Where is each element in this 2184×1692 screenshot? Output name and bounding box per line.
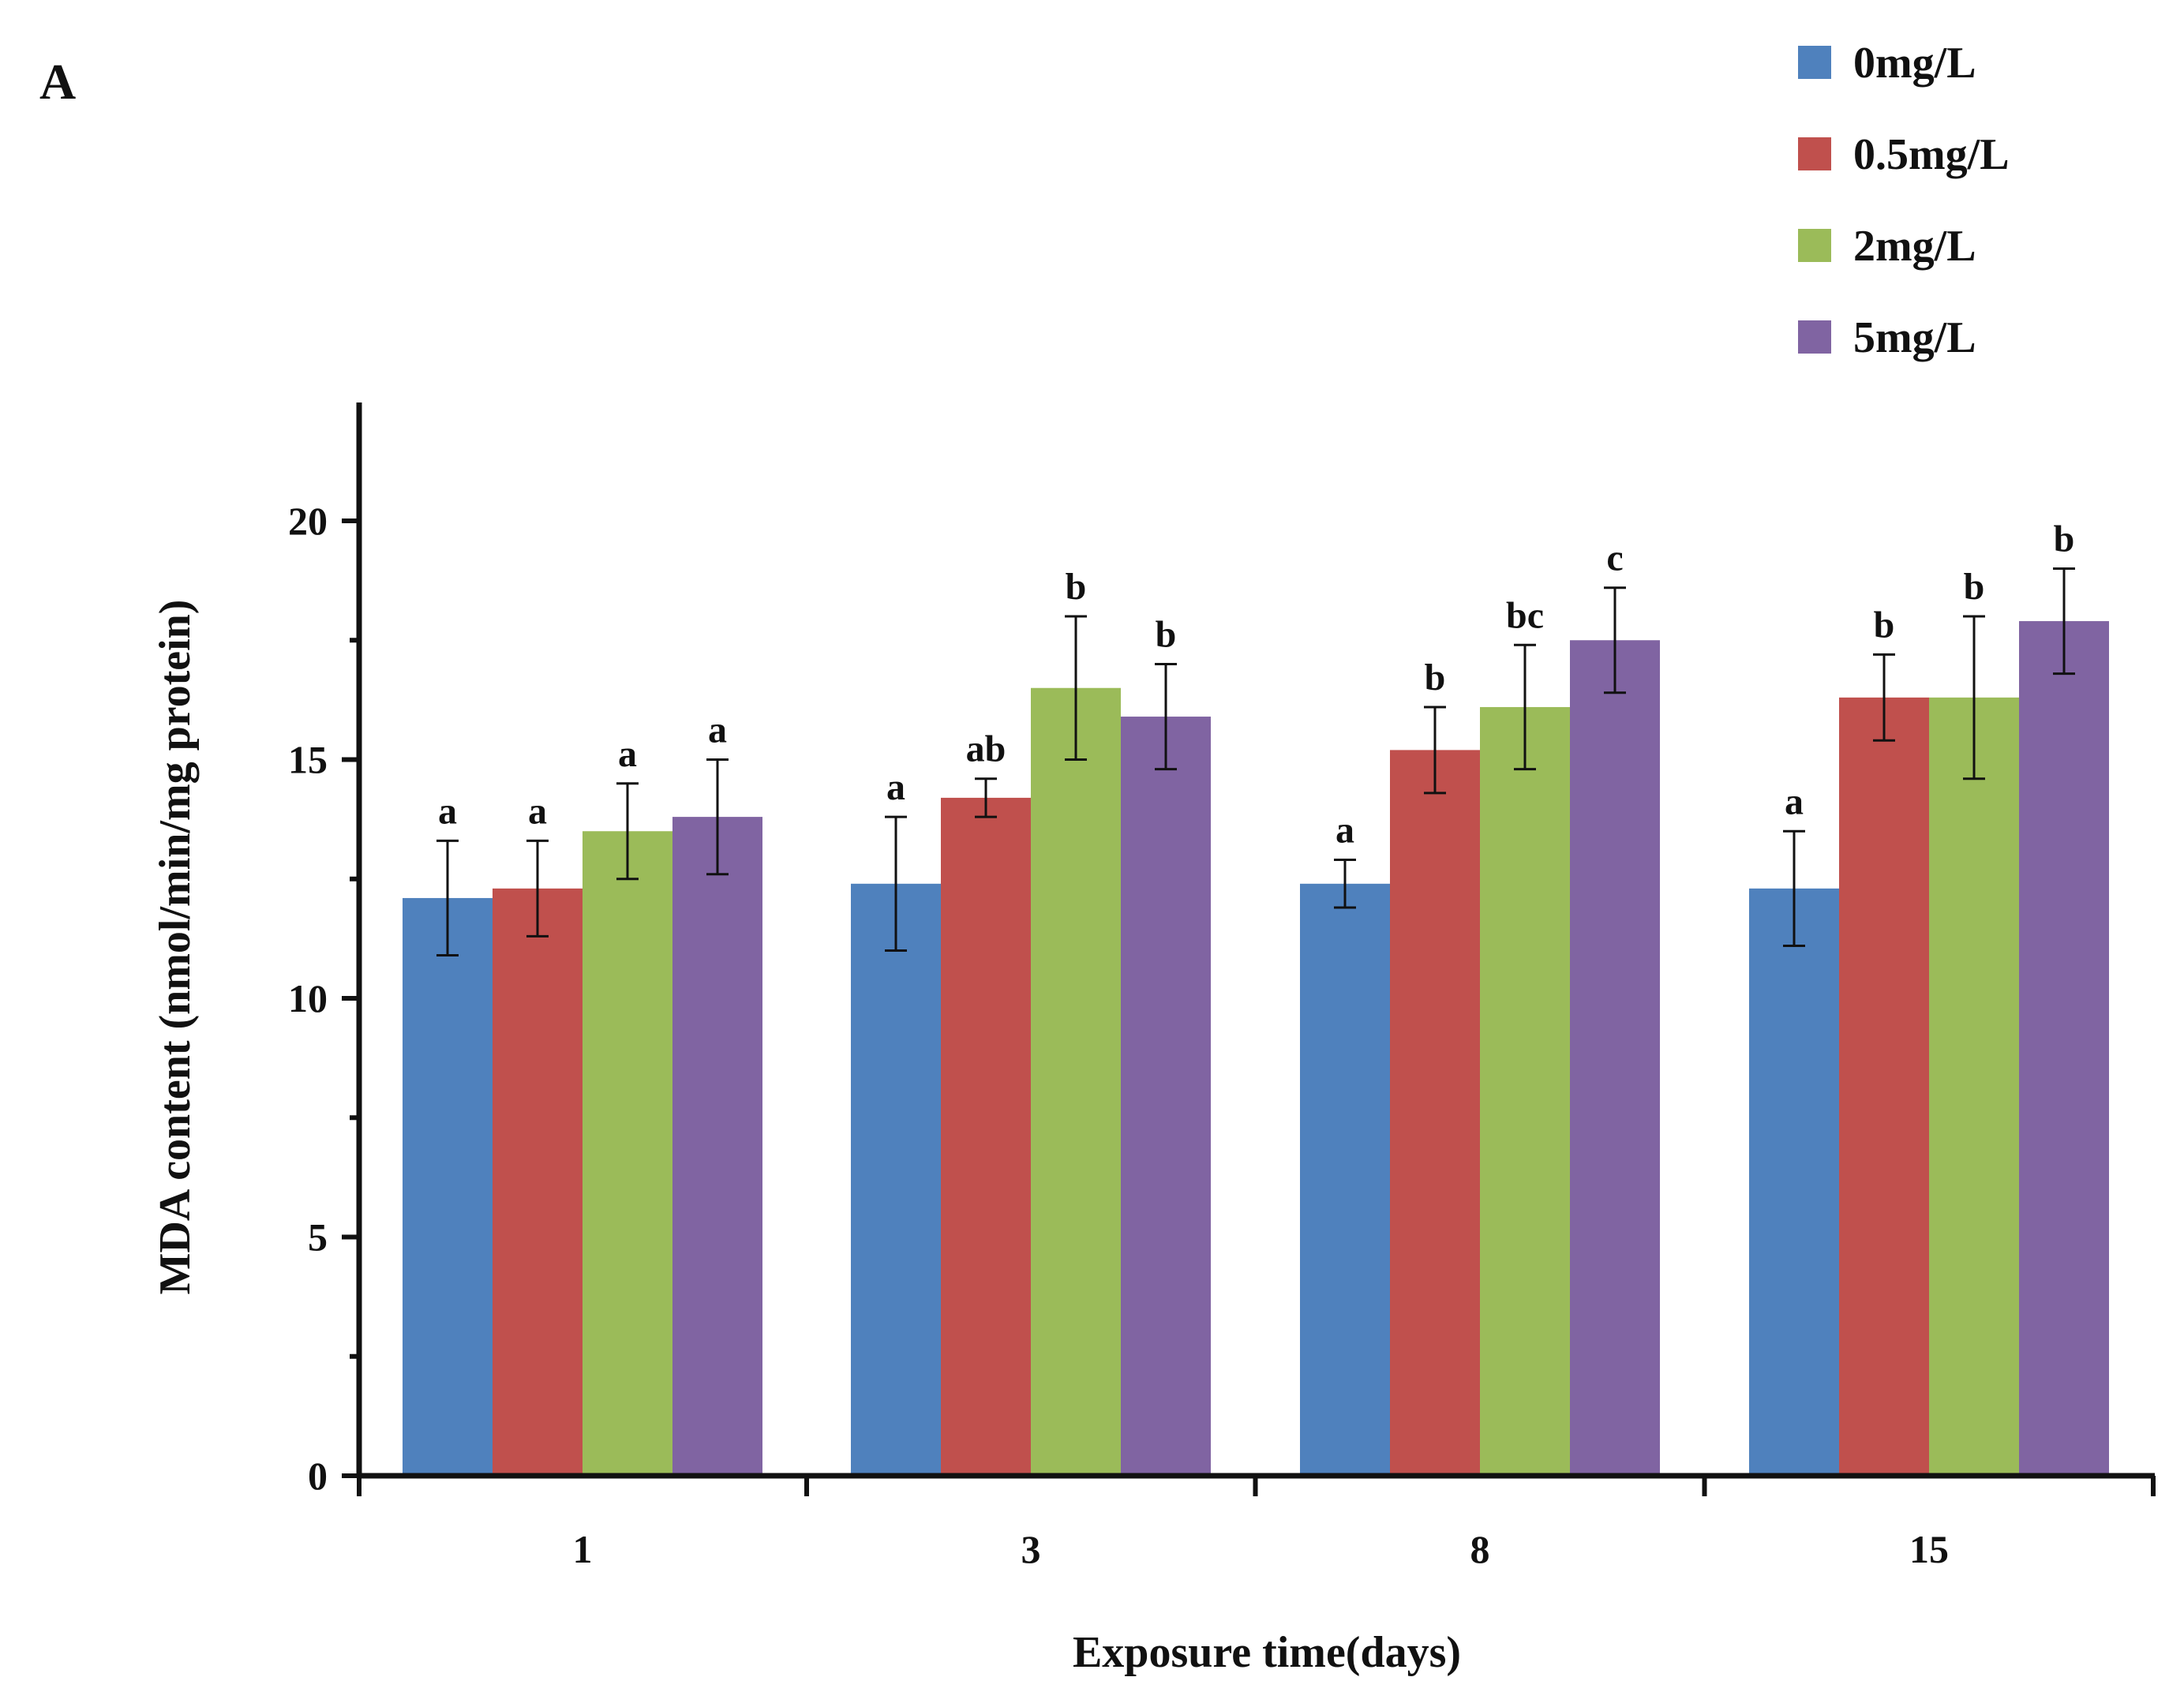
y-tick-label: 0: [308, 1454, 328, 1498]
x-tick-label: 8: [1470, 1527, 1490, 1571]
significance-label: a: [438, 790, 457, 832]
significance-label: b: [2054, 518, 2075, 560]
y-tick-label: 5: [308, 1215, 328, 1260]
x-tick-label: 1: [573, 1527, 593, 1571]
bar-2mg/L-day-15: [1929, 697, 2019, 1476]
bar-0mg/L-day-3: [851, 883, 941, 1476]
bar-0mg/L-day-8: [1300, 883, 1390, 1476]
significance-label: b: [1874, 604, 1895, 646]
significance-label: b: [1156, 614, 1177, 656]
significance-label: a: [708, 709, 727, 751]
y-tick-label: 15: [288, 738, 328, 782]
bar-0.5mg/L-day-15: [1839, 697, 1929, 1476]
y-tick-label: 20: [288, 499, 328, 543]
legend-swatch: [1798, 137, 1831, 170]
significance-label: a: [618, 733, 637, 775]
legend-label: 0.5mg/L: [1853, 130, 2010, 179]
significance-label: a: [886, 766, 905, 808]
legend-label: 2mg/L: [1853, 222, 1976, 271]
legend-label: 0mg/L: [1853, 39, 1976, 88]
bar-5mg/L-day-8: [1570, 640, 1660, 1476]
y-tick-label: 10: [288, 976, 328, 1020]
legend-swatch: [1798, 229, 1831, 262]
bar-0mg/L-day-1: [403, 897, 493, 1476]
significance-label: a: [1785, 780, 1804, 822]
legend-label: 5mg/L: [1853, 313, 1976, 362]
bar-5mg/L-day-15: [2019, 621, 2109, 1476]
x-tick-label: 15: [1909, 1527, 1949, 1571]
legend-swatch: [1798, 46, 1831, 79]
bar-2mg/L-day-1: [583, 831, 672, 1476]
significance-label: b: [1425, 657, 1446, 698]
significance-label: bc: [1506, 594, 1544, 636]
significance-label: a: [528, 790, 547, 832]
significance-label: ab: [966, 728, 1006, 770]
bar-0mg/L-day-15: [1749, 888, 1839, 1476]
bar-5mg/L-day-3: [1121, 717, 1211, 1476]
bar-2mg/L-day-8: [1480, 706, 1570, 1476]
bar-0.5mg/L-day-1: [493, 888, 583, 1476]
x-tick-label: 3: [1021, 1527, 1041, 1571]
panel-label: A: [39, 54, 76, 110]
bar-5mg/L-day-1: [672, 817, 762, 1476]
significance-label: c: [1606, 537, 1623, 579]
significance-label: b: [1066, 566, 1087, 608]
legend: 0mg/L 0.5mg/L 2mg/L 5mg/L: [1798, 39, 2010, 362]
bar-2mg/L-day-3: [1031, 687, 1121, 1476]
significance-label: a: [1335, 810, 1354, 852]
significance-label: b: [1964, 566, 1985, 608]
x-axis-title: Exposure time(days): [1073, 1628, 1461, 1677]
legend-swatch: [1798, 320, 1831, 354]
bar-0.5mg/L-day-8: [1390, 750, 1480, 1476]
bar-0.5mg/L-day-3: [941, 797, 1031, 1476]
y-axis-title: MDA content (nmol/min/mg protein): [151, 600, 200, 1295]
